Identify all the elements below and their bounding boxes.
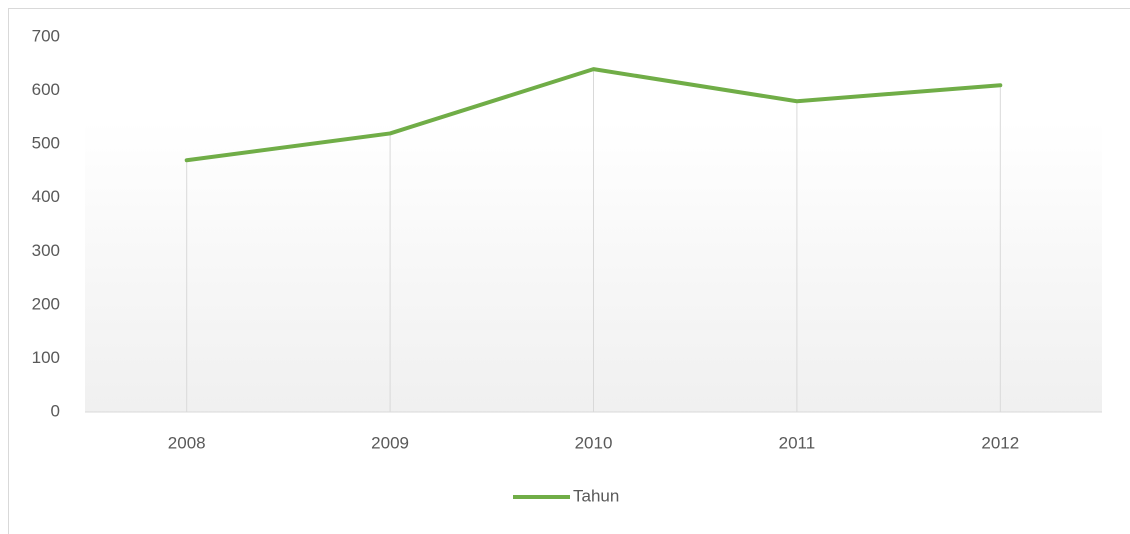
legend-label: Tahun <box>573 486 619 505</box>
y-tick-label: 600 <box>32 80 60 99</box>
y-tick-label: 200 <box>32 294 60 313</box>
x-tick-label: 2012 <box>981 433 1019 452</box>
x-tick-label: 2010 <box>575 433 613 452</box>
y-tick-label: 500 <box>32 134 60 153</box>
y-tick-label: 700 <box>32 26 60 45</box>
series-line <box>184 67 1003 163</box>
x-tick-label: 2008 <box>168 433 206 452</box>
x-tick-label: 2009 <box>371 433 409 452</box>
x-tick-label: 2011 <box>779 433 816 452</box>
y-tick-label: 0 <box>51 401 60 420</box>
chart-frame <box>8 8 1130 534</box>
y-tick-label: 100 <box>32 348 60 367</box>
y-tick-label: 400 <box>32 187 60 206</box>
y-tick-label: 300 <box>32 241 60 260</box>
